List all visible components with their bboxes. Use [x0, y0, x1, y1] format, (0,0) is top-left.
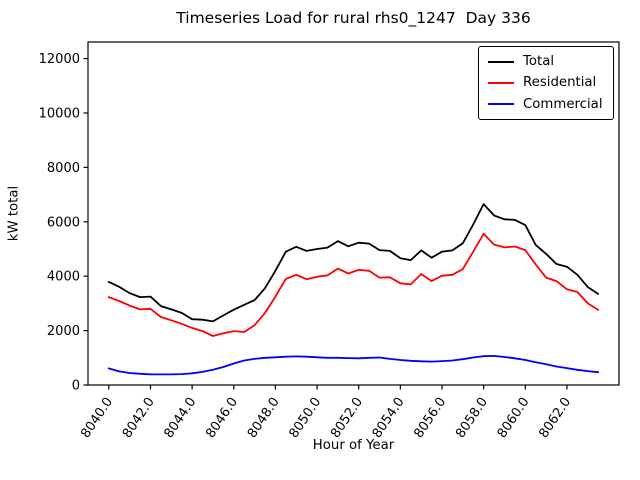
legend-label-residential: Residential [523, 75, 597, 91]
x-tick-label: 8044.0 [162, 395, 200, 441]
total-line-swatch-icon [488, 60, 514, 63]
y-tick-label: 8000 [47, 161, 80, 176]
legend-entry-total: Total [488, 54, 603, 69]
legend-entry-commercial: Commercial [488, 97, 603, 112]
series-line-commercial [107, 354, 600, 376]
y-tick-label: 6000 [47, 215, 80, 230]
chart-title: Timeseries Load for rural rhs0_1247 Day … [176, 9, 531, 27]
residential-line-swatch-icon [488, 81, 514, 84]
legend-label-total: Total [523, 54, 555, 69]
axes-spines [87, 41, 620, 386]
x-tick-label: 8040.0 [78, 395, 116, 441]
y-tick-label: 4000 [47, 270, 80, 285]
x-tick-label: 8058.0 [453, 395, 491, 441]
commercial-line-swatch-icon [488, 103, 514, 106]
legend-label-commercial: Commercial [523, 96, 603, 112]
x-tick-label: 8046.0 [203, 395, 241, 441]
series-line-residential [107, 232, 600, 337]
y-tick-label: 0 [72, 379, 80, 394]
legend: Total Residential Commercial [478, 46, 614, 120]
y-tick-label: 2000 [47, 324, 80, 339]
legend-entry-residential: Residential [488, 75, 603, 90]
series-line-total [107, 203, 600, 323]
x-tick-label: 8060.0 [495, 395, 533, 441]
x-axis-label: Hour of Year [312, 438, 395, 453]
x-tick-label: 8050.0 [286, 395, 324, 441]
y-tick-label: 10000 [39, 106, 80, 121]
x-tick-label: 8054.0 [370, 395, 408, 441]
y-tick-label: 12000 [39, 52, 80, 67]
x-tick-label: 8042.0 [120, 395, 158, 441]
x-tick-label: 8052.0 [328, 395, 366, 441]
x-tick-label: 8056.0 [411, 395, 449, 441]
x-tick-label: 8062.0 [536, 395, 574, 441]
x-tick-label: 8048.0 [245, 395, 283, 441]
